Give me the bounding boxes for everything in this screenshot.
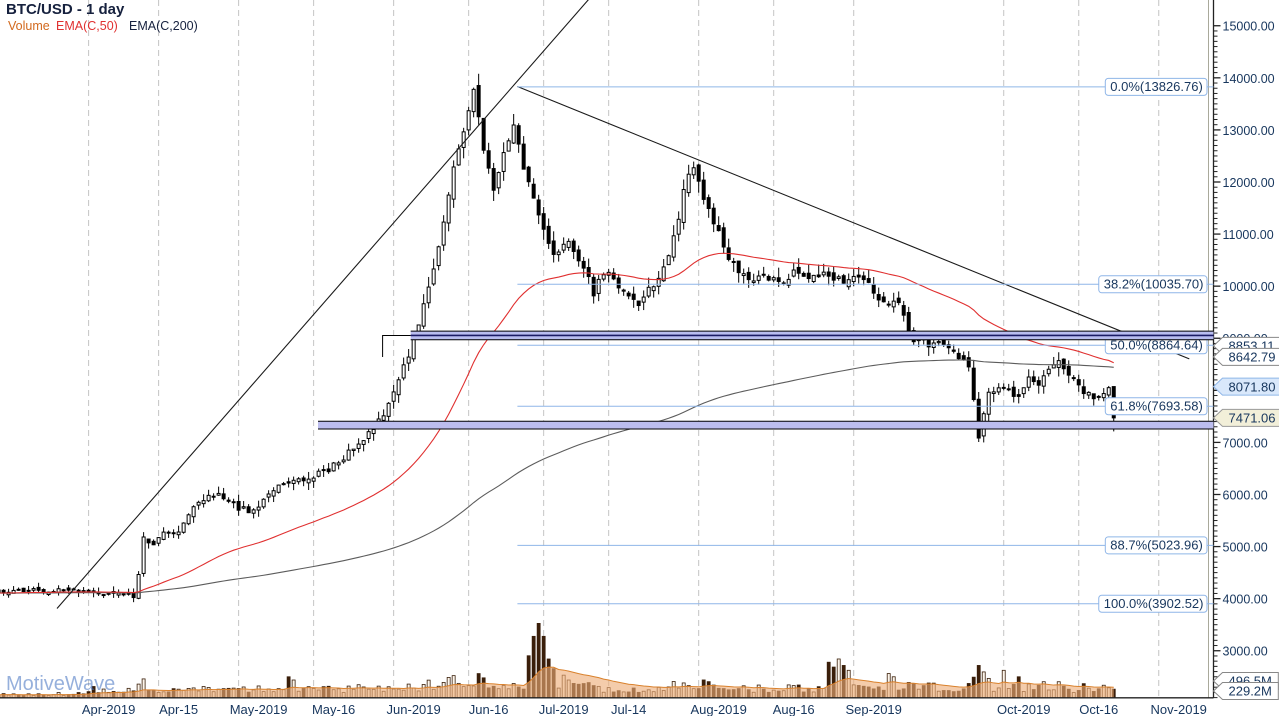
svg-text:88.7%(5023.96): 88.7%(5023.96)	[1110, 538, 1203, 553]
svg-text:7471.06: 7471.06	[1229, 411, 1276, 426]
svg-text:Apr-2019: Apr-2019	[82, 702, 135, 716]
svg-text:Nov-2019: Nov-2019	[1151, 702, 1207, 716]
svg-text:BTC/USD - 1 day: BTC/USD - 1 day	[6, 1, 125, 18]
svg-text:6000.00: 6000.00	[1223, 488, 1268, 502]
svg-text:Oct-16: Oct-16	[1079, 702, 1118, 716]
svg-text:38.2%(10035.70): 38.2%(10035.70)	[1104, 277, 1204, 292]
svg-text:Jul-2019: Jul-2019	[539, 702, 589, 716]
svg-text:Volume: Volume	[8, 19, 50, 33]
svg-text:Oct-2019: Oct-2019	[997, 702, 1050, 716]
svg-text:May-2019: May-2019	[230, 702, 288, 716]
svg-text:Sep-2019: Sep-2019	[846, 702, 902, 716]
svg-text:EMA(C,50): EMA(C,50)	[56, 19, 118, 33]
svg-text:10000.00: 10000.00	[1223, 280, 1275, 294]
svg-text:4000.00: 4000.00	[1223, 593, 1268, 607]
svg-text:11000.00: 11000.00	[1223, 228, 1274, 242]
svg-text:Jun-2019: Jun-2019	[387, 702, 441, 716]
svg-text:Jun-16: Jun-16	[469, 702, 509, 716]
svg-text:Aug-2019: Aug-2019	[690, 702, 746, 716]
svg-text:Aug-16: Aug-16	[773, 702, 815, 716]
svg-text:3000.00: 3000.00	[1223, 645, 1268, 659]
svg-text:5000.00: 5000.00	[1223, 541, 1268, 555]
svg-text:100.0%(3902.52): 100.0%(3902.52)	[1104, 596, 1204, 611]
svg-text:12000.00: 12000.00	[1223, 176, 1275, 190]
svg-text:EMA(C,200): EMA(C,200)	[129, 19, 198, 33]
svg-text:7000.00: 7000.00	[1223, 436, 1268, 450]
svg-text:Jul-14: Jul-14	[611, 702, 646, 716]
svg-text:May-16: May-16	[312, 702, 355, 716]
svg-text:14000.00: 14000.00	[1223, 72, 1275, 86]
svg-text:229.2M: 229.2M	[1229, 684, 1272, 699]
svg-text:Apr-15: Apr-15	[159, 702, 198, 716]
svg-text:15000.00: 15000.00	[1223, 20, 1275, 34]
svg-text:8071.80: 8071.80	[1229, 379, 1276, 394]
svg-text:61.8%(7693.58): 61.8%(7693.58)	[1110, 399, 1203, 414]
svg-text:8642.79: 8642.79	[1229, 350, 1276, 365]
svg-text:MotiveWave: MotiveWave	[6, 673, 115, 695]
svg-text:13000.00: 13000.00	[1223, 124, 1275, 138]
svg-text:0.0%(13826.76): 0.0%(13826.76)	[1110, 79, 1203, 94]
